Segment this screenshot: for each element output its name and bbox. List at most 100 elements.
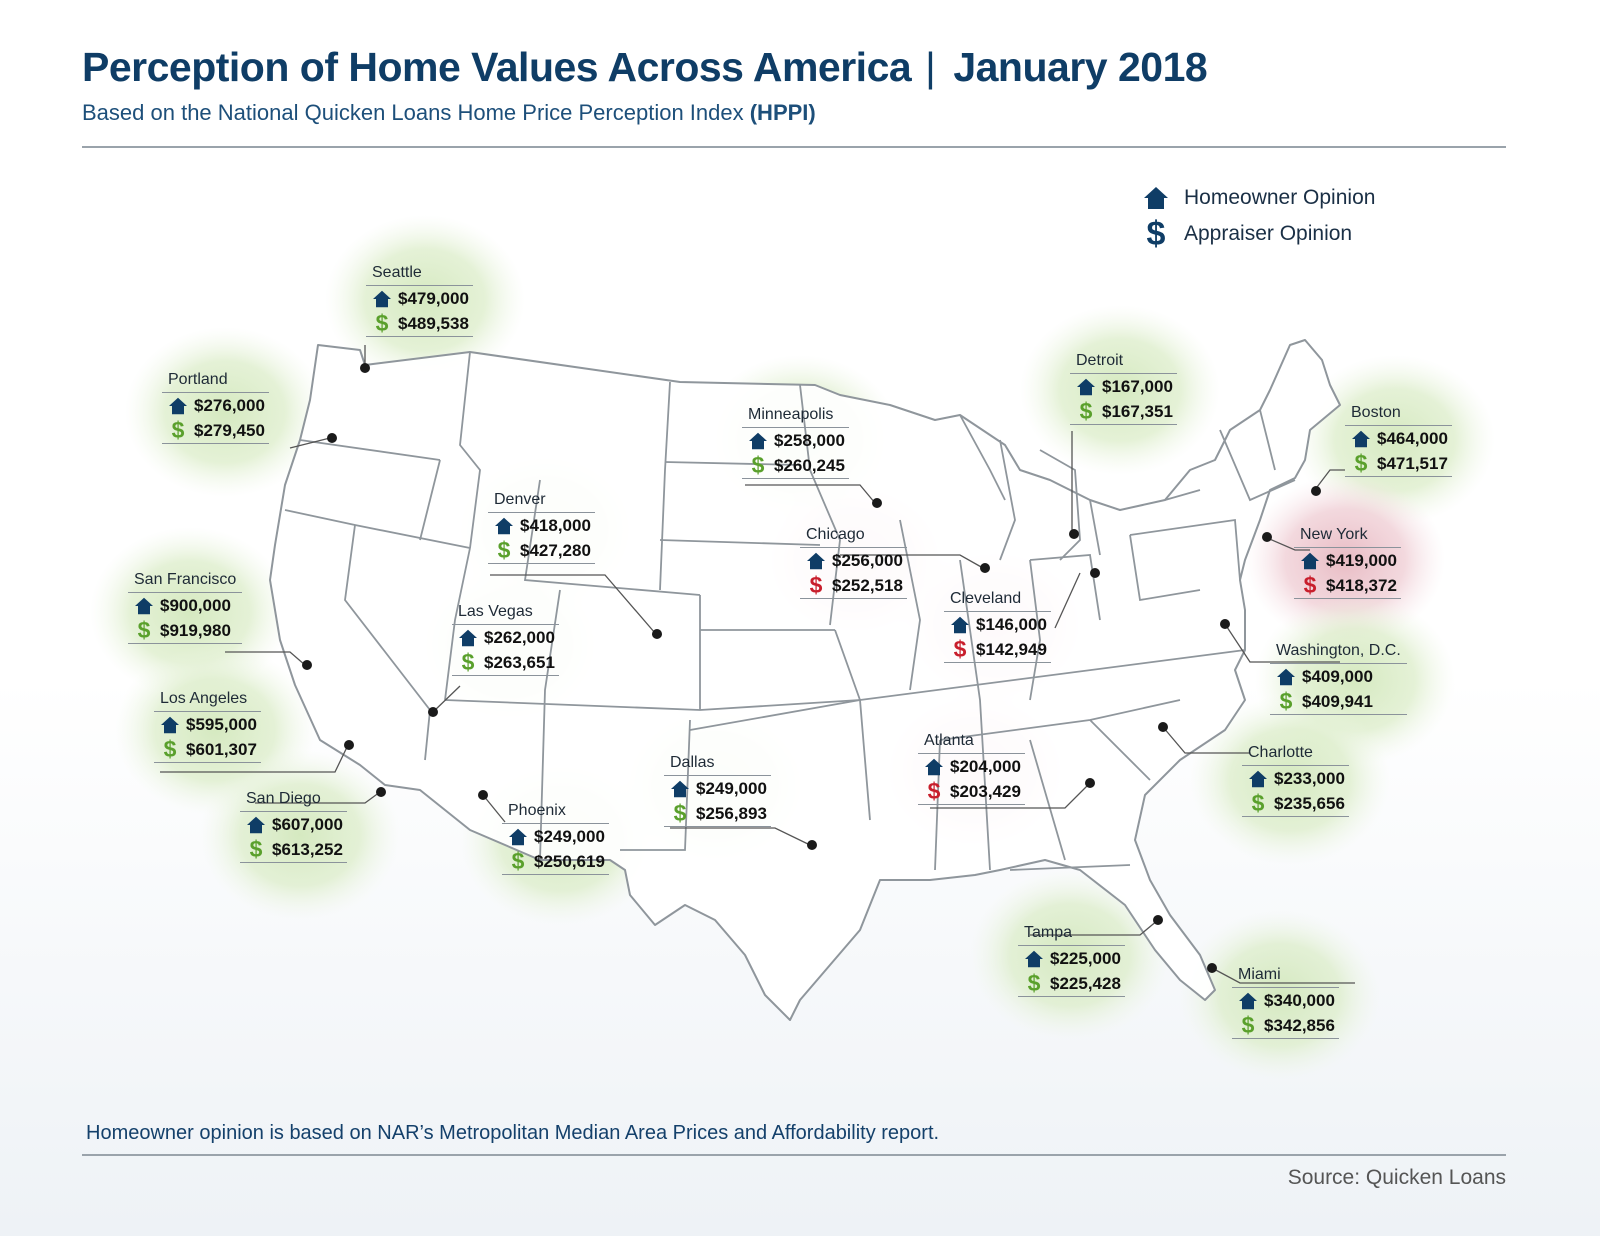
appraiser-value: $409,941 (1302, 691, 1373, 711)
footer-divider (82, 1154, 1506, 1156)
state-borders (284, 351, 1296, 871)
callout-charlotte: Charlotte $233,000 $ $235,656 (1242, 744, 1349, 817)
appraiser-row: $ $263,651 (452, 650, 559, 676)
homeowner-value: $409,000 (1302, 666, 1373, 686)
city-name: Atlanta (918, 732, 1025, 754)
homeowner-row: $204,000 (918, 754, 1025, 779)
homeowner-value: $479,000 (398, 288, 469, 308)
appraiser-row: $ $489,538 (366, 311, 473, 337)
dollar-icon: $ (751, 452, 765, 478)
appraiser-row: $ $225,428 (1018, 971, 1125, 997)
homeowner-row: $418,000 (488, 513, 595, 538)
appraiser-row: $ $427,280 (488, 538, 595, 564)
homeowner-row: $340,000 (1232, 988, 1339, 1013)
homeowner-value: $262,000 (484, 627, 555, 647)
appraiser-row: $ $252,518 (800, 573, 907, 599)
appraiser-value: $489,538 (398, 313, 469, 333)
appraiser-row: $ $203,429 (918, 779, 1025, 805)
subtitle-acronym: (HPPI) (749, 100, 816, 125)
appraiser-row: $ $342,856 (1232, 1013, 1339, 1039)
homeowner-row: $249,000 (502, 824, 609, 849)
city-name: Washington, D.C. (1270, 642, 1407, 664)
dollar-icon: $ (163, 736, 177, 762)
dollar-icon: $ (953, 636, 967, 662)
callout-portland: Portland $276,000 $ $279,450 (162, 371, 269, 444)
dollar-icon: $ (461, 649, 475, 675)
city-name: San Francisco (128, 571, 243, 593)
house-icon (166, 397, 190, 415)
dot-cleveland (1090, 568, 1100, 578)
house-icon (370, 290, 394, 308)
dot-chicago (980, 563, 990, 573)
halo-miami (1180, 910, 1380, 1080)
city-name: Portland (162, 371, 269, 393)
dot-san-francisco (302, 660, 312, 670)
homeowner-row: $262,000 (452, 625, 559, 650)
callout-boston: Boston $464,000 $ $471,517 (1345, 404, 1452, 477)
appraiser-value: $256,893 (696, 803, 767, 823)
appraiser-value: $142,949 (976, 639, 1047, 659)
homeowner-value: $249,000 (534, 826, 605, 846)
house-icon (1246, 770, 1270, 788)
city-name: Seattle (366, 264, 473, 286)
appraiser-value: $279,450 (194, 420, 265, 440)
appraiser-value: $342,856 (1264, 1015, 1335, 1035)
legend-appraiser: $ Appraiser Opinion (1140, 216, 1375, 252)
homeowner-row: $900,000 (128, 593, 242, 618)
house-icon (132, 597, 156, 615)
homeowner-value: $249,000 (696, 778, 767, 798)
homeowner-value: $900,000 (160, 595, 231, 615)
city-name: Los Angeles (154, 690, 261, 712)
homeowner-value: $225,000 (1050, 948, 1121, 968)
appraiser-row: $ $256,893 (664, 801, 771, 827)
dot-miami (1207, 963, 1217, 973)
house-icon (1022, 950, 1046, 968)
subtitle: Based on the National Quicken Loans Home… (82, 100, 816, 126)
halo-san-diego (200, 750, 400, 920)
homeowner-value: $276,000 (194, 395, 265, 415)
dollar-icon: $ (1027, 970, 1041, 996)
dollar-icon: $ (497, 537, 511, 563)
appraiser-value: $225,428 (1050, 973, 1121, 993)
house-icon (1140, 186, 1172, 210)
legend-homeowner-label: Homeowner Opinion (1184, 186, 1376, 209)
legend-homeowner: Homeowner Opinion (1140, 180, 1375, 216)
house-icon (1074, 378, 1098, 396)
appraiser-value: $471,517 (1377, 453, 1448, 473)
homeowner-row: $258,000 (742, 428, 849, 453)
callout-detroit: Detroit $167,000 $ $167,351 (1070, 352, 1177, 425)
dot-boston (1311, 486, 1321, 496)
dot-minneapolis (872, 498, 882, 508)
appraiser-row: $ $471,517 (1345, 451, 1452, 477)
appraiser-row: $ $260,245 (742, 453, 849, 479)
appraiser-row: $ $418,372 (1294, 573, 1401, 599)
appraiser-row: $ $613,252 (240, 837, 347, 863)
appraiser-value: $613,252 (272, 839, 343, 859)
appraiser-value: $235,656 (1274, 793, 1345, 813)
halo-seattle (325, 215, 525, 385)
city-name: New York (1294, 526, 1401, 548)
callout-denver: Denver $418,000 $ $427,280 (488, 491, 595, 564)
callout-san-diego: San Diego $607,000 $ $613,252 (240, 790, 347, 863)
appraiser-value: $167,351 (1102, 401, 1173, 421)
appraiser-value: $919,980 (160, 620, 231, 640)
city-name: Phoenix (502, 802, 609, 824)
dot-las-vegas (428, 707, 438, 717)
city-name: Detroit (1070, 352, 1177, 374)
house-icon (1298, 552, 1322, 570)
homeowner-value: $233,000 (1274, 768, 1345, 788)
homeowner-row: $607,000 (240, 812, 347, 837)
homeowner-row: $233,000 (1242, 766, 1349, 791)
homeowner-row: $249,000 (664, 776, 771, 801)
appraiser-value: $601,307 (186, 739, 257, 759)
dot-atlanta (1085, 778, 1095, 788)
callout-phoenix: Phoenix $249,000 $ $250,619 (502, 802, 609, 875)
house-icon (668, 780, 692, 798)
dot-new-york (1262, 532, 1272, 542)
dollar-icon: $ (1354, 450, 1368, 476)
dollar-icon: $ (137, 617, 151, 643)
dollar-icon: $ (927, 778, 941, 804)
city-name: Charlotte (1242, 744, 1349, 766)
appraiser-value: $427,280 (520, 540, 591, 560)
callout-washington-dc: Washington, D.C. $409,000 $ $409,941 (1270, 642, 1407, 715)
